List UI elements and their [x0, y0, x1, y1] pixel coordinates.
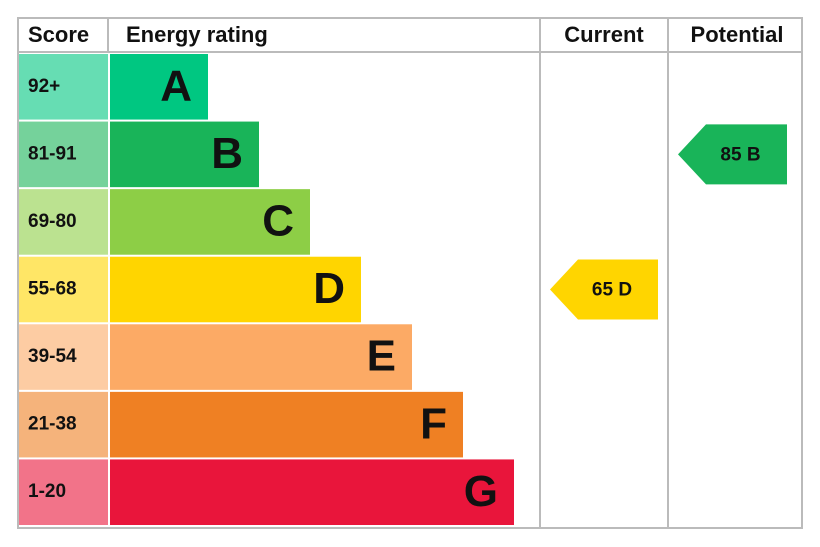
band-letter: E — [367, 332, 396, 381]
band-letter: F — [420, 399, 447, 448]
header: Potential — [691, 22, 784, 47]
header: Score — [28, 22, 89, 47]
rating-label: 85 B — [720, 144, 760, 165]
header: Current — [564, 22, 644, 47]
band-bar — [110, 54, 208, 120]
score-cell — [19, 324, 108, 390]
band-bar — [110, 121, 259, 188]
band-bar — [110, 391, 463, 458]
band-bar — [110, 256, 361, 323]
score-label: 21-38 — [28, 414, 77, 435]
score-label: 92+ — [28, 76, 60, 97]
band-letter: A — [160, 61, 192, 110]
band-letter: B — [211, 129, 243, 178]
score-cell — [19, 256, 108, 323]
band-letter: D — [313, 264, 345, 313]
rating-arrow — [550, 259, 658, 320]
header: Energy rating — [126, 22, 268, 47]
band-bar — [110, 459, 514, 525]
score-cell — [19, 459, 108, 525]
band-bar — [110, 189, 310, 255]
score-cell — [19, 121, 108, 188]
band-letter: C — [262, 197, 294, 246]
score-label: 81-91 — [28, 143, 77, 164]
band-bar — [110, 324, 412, 390]
score-label: 1-20 — [28, 481, 66, 502]
score-cell — [19, 189, 108, 255]
rating-arrow — [678, 124, 787, 185]
score-cell — [19, 391, 108, 458]
band-letter: G — [464, 467, 498, 516]
rating-label: 65 D — [592, 280, 632, 301]
score-label: 69-80 — [28, 211, 77, 232]
score-label: 39-54 — [28, 346, 77, 367]
score-label: 55-68 — [28, 279, 77, 300]
score-cell — [19, 54, 108, 120]
